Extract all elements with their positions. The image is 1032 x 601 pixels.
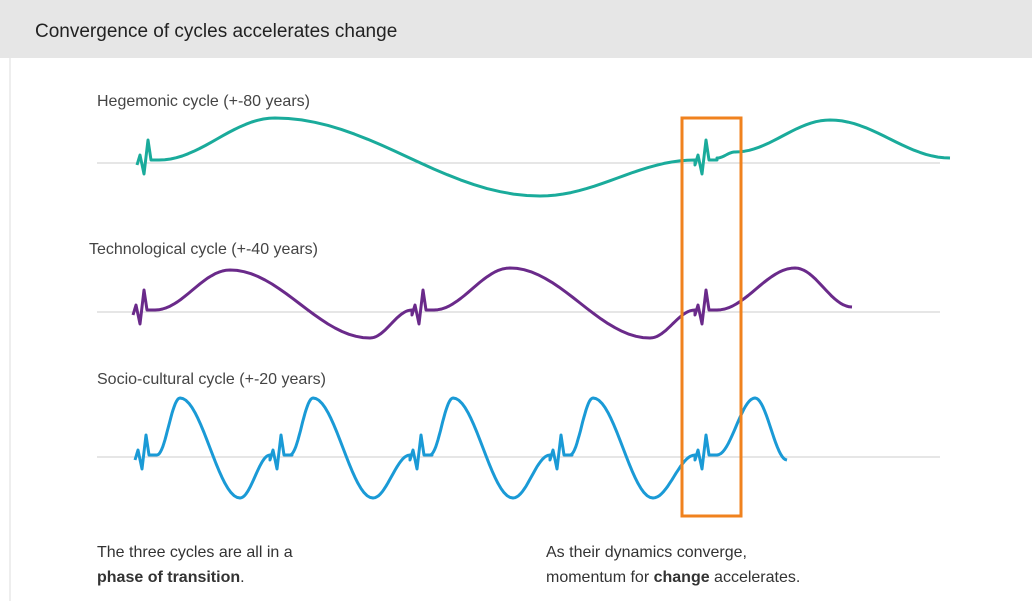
socio-cultural-wave (133, 396, 788, 500)
caption-bold: change (653, 569, 710, 586)
cycle-label: Technological cycle (+-40 years) (89, 241, 318, 258)
hegemonic-wave (135, 116, 951, 198)
caption: As their dynamics converge, momentum for… (546, 540, 800, 590)
caption: The three cycles are all in a phase of t… (97, 540, 293, 590)
caption-line: The three cycles are all in a (97, 544, 293, 561)
caption-text: accelerates. (709, 569, 801, 586)
caption-text: momentum for (546, 569, 654, 586)
caption-text: . (240, 569, 245, 586)
cycle-label: Socio-cultural cycle (+-20 years) (97, 371, 326, 388)
caption-line: phase of transition. (97, 565, 293, 590)
header-title: Convergence of cycles accelerates change (35, 21, 398, 42)
technological-wave (131, 266, 853, 340)
caption-line: As their dynamics converge, (546, 544, 747, 561)
convergence-box (680, 116, 743, 518)
header: Convergence of cycles accelerates change (0, 0, 1032, 58)
caption-bold: phase of transition (97, 569, 241, 586)
caption-line: momentum for change accelerates. (546, 565, 800, 590)
cycle-label: Hegemonic cycle (+-80 years) (97, 93, 310, 110)
